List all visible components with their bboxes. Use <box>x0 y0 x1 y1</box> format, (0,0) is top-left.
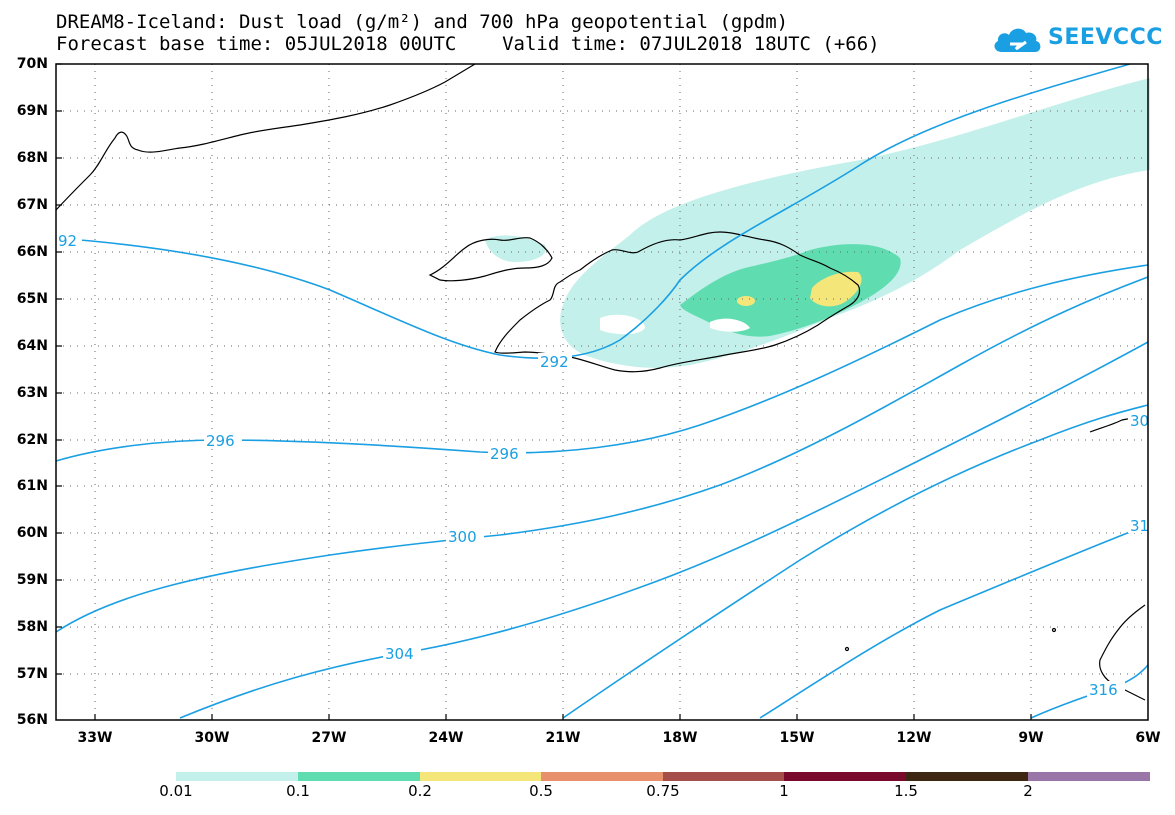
colorbar-swatch-6 <box>784 772 906 781</box>
colorbar-label: 0.01 <box>159 782 193 800</box>
contour-312 <box>759 524 1149 719</box>
lat-label-63n: 63N <box>16 385 48 401</box>
colorbar-label: 0.75 <box>646 782 680 800</box>
contour-label-bgs <box>56 232 1148 697</box>
greenland-coast <box>55 63 476 211</box>
contour-label-300: 300 <box>448 528 477 546</box>
lon-label-15w: 15W <box>779 730 815 746</box>
contour-label-296-west: 296 <box>206 432 235 450</box>
logo-wordmark: SEEVCCC <box>1048 25 1163 50</box>
contour-304 <box>179 341 1149 719</box>
dust-area-0.01-west <box>485 235 546 262</box>
contour-label-304: 304 <box>385 645 414 663</box>
lat-label-65n: 65N <box>16 291 48 307</box>
lat-label-70n: 70N <box>16 56 48 72</box>
colorbar-swatch-1 <box>176 772 298 781</box>
contour-label-296-east: 296 <box>490 445 519 463</box>
colorbar-label: 2 <box>1023 782 1033 800</box>
axis-ticks <box>56 63 1032 720</box>
colorbar-label: 1.5 <box>894 782 918 800</box>
lat-label-69n: 69N <box>16 103 48 119</box>
map-frame <box>55 63 1149 721</box>
lon-label-21w: 21W <box>545 730 581 746</box>
lat-label-59n: 59N <box>16 572 48 588</box>
lon-label-9w: 9W <box>1018 730 1044 746</box>
lat-label-68n: 68N <box>16 150 48 166</box>
contour-label-30-edge: 30 <box>1130 412 1149 430</box>
dust-area-0.2-small <box>737 296 755 306</box>
map-title: DREAM8-Iceland: Dust load (g/m²) and 700… <box>56 11 789 33</box>
lat-label-60n: 60N <box>16 525 48 541</box>
dust-hole-2 <box>710 318 750 332</box>
colorbar-swatch-5 <box>663 772 784 781</box>
colorbar-swatch-3 <box>420 772 541 781</box>
iceland-westfjords <box>428 236 553 282</box>
colorbar-label: 1 <box>779 782 789 800</box>
colorbar-label: 0.2 <box>408 782 432 800</box>
lon-label-18w: 18W <box>662 730 698 746</box>
lat-label-67n: 67N <box>16 197 48 213</box>
lat-label-56n: 56N <box>16 712 48 728</box>
colorbar-swatch-4 <box>541 772 663 781</box>
geopotential-contours <box>55 63 1149 719</box>
lat-label-62n: 62N <box>16 432 48 448</box>
dust-area-0.2 <box>810 271 862 307</box>
colorbar-swatch-8 <box>1028 772 1150 781</box>
lat-label-66n: 66N <box>16 244 48 260</box>
lon-label-33w: 33W <box>77 730 113 746</box>
lat-label-58n: 58N <box>16 619 48 635</box>
colorbar-swatch-2 <box>298 772 420 781</box>
lon-label-27w: 27W <box>311 730 347 746</box>
dust-area-0.1 <box>680 244 901 337</box>
dust-layer <box>485 78 1150 368</box>
contour-labels: 92 292 296 296 300 304 30 31 316 <box>58 232 1149 699</box>
lon-label-6w: 6W <box>1135 730 1161 746</box>
colorbar-swatch-7 <box>906 772 1028 781</box>
lon-label-30w: 30W <box>194 730 230 746</box>
lat-label-61n: 61N <box>16 478 48 494</box>
contour-300 <box>55 276 1149 633</box>
colorbar-label: 0.5 <box>529 782 553 800</box>
cloud-icon <box>994 28 1041 52</box>
contour-label-92: 92 <box>58 232 77 250</box>
lon-label-12w: 12W <box>896 730 932 746</box>
contour-label-316: 316 <box>1089 681 1118 699</box>
seevccc-logo: SEEVCCC <box>990 22 1162 56</box>
dust-area-0.01 <box>560 78 1150 368</box>
forecast-time-subtitle: Forecast base time: 05JUL2018 00UTC Vali… <box>56 33 880 55</box>
contour-308 <box>562 404 1149 719</box>
lon-label-24w: 24W <box>428 730 464 746</box>
lat-label-57n: 57N <box>16 666 48 682</box>
iceland-coast <box>494 231 861 373</box>
lat-label-64n: 64N <box>16 338 48 354</box>
colorbar-label: 0.1 <box>286 782 310 800</box>
contour-label-31-edge: 31 <box>1130 517 1149 535</box>
contour-label-292: 292 <box>540 353 569 371</box>
contour-292 <box>55 63 1131 360</box>
